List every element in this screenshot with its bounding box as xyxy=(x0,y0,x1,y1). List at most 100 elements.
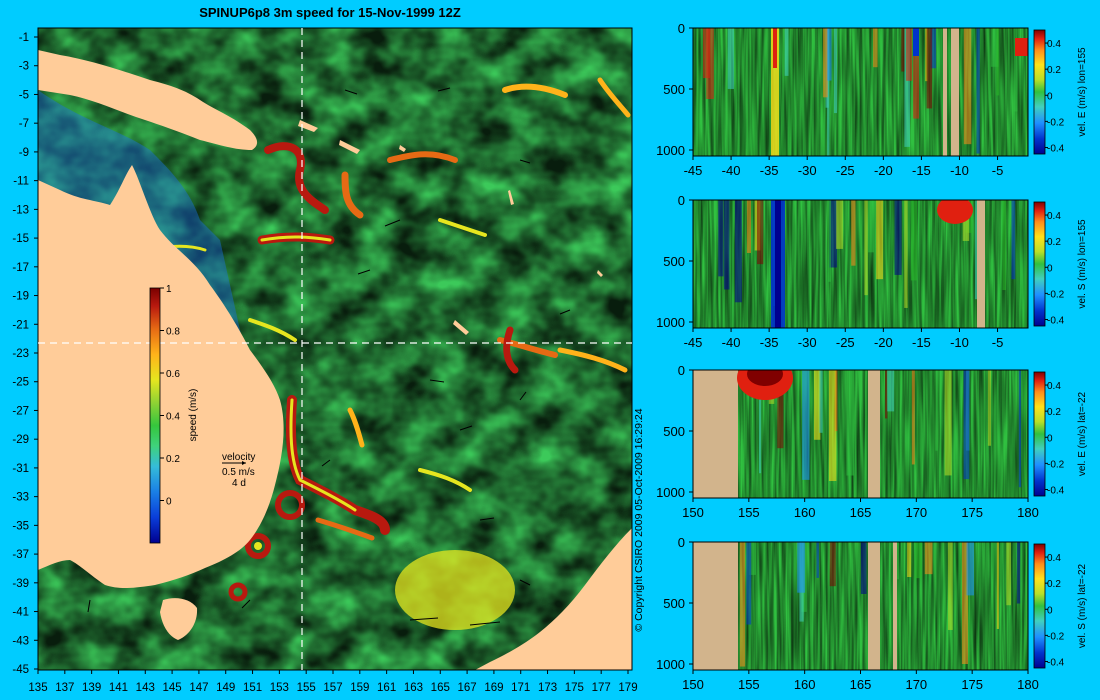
velocity-legend: velocity 0.5 m/s 4 d xyxy=(222,452,255,489)
section-x-tick-label: 155 xyxy=(738,505,760,520)
map-y-tick-label: -27 xyxy=(12,405,29,417)
section-colorbar-ramp xyxy=(1033,201,1046,327)
map-x-tick-label: 149 xyxy=(216,682,235,694)
section-streak xyxy=(904,28,910,147)
section-streak xyxy=(706,28,714,100)
section-x-tick-label: -20 xyxy=(874,335,893,350)
section-colorbar-tick-label: 0.2 xyxy=(1047,65,1061,76)
section-streak xyxy=(1018,370,1022,488)
section-streak xyxy=(966,542,974,596)
section-land-strip xyxy=(893,542,897,670)
section-streak xyxy=(924,542,933,575)
map-x-tick-label: 177 xyxy=(592,682,611,694)
map-frame xyxy=(37,27,633,671)
section-y-tick-label: 0 xyxy=(678,193,685,208)
new-guinea-land xyxy=(38,50,258,150)
velocity-legend-time: 4 d xyxy=(232,478,246,489)
section-field xyxy=(693,28,1028,156)
section-streak xyxy=(828,370,837,481)
section-land-strip xyxy=(943,28,947,156)
map-y-tick-label: -5 xyxy=(19,89,29,101)
section-streak xyxy=(987,370,992,446)
section-x-tick-label: 170 xyxy=(905,677,927,692)
section-streak xyxy=(727,28,735,89)
section-x-tick-label: 165 xyxy=(850,677,872,692)
section-streak xyxy=(846,370,855,476)
section-x-tick-label: -15 xyxy=(912,335,931,350)
section-x-tick-label: -40 xyxy=(722,335,741,350)
section-streak xyxy=(777,370,784,449)
section-streak xyxy=(773,28,777,68)
velocity-arrows xyxy=(87,87,571,626)
section-streak xyxy=(906,28,913,81)
current-jets xyxy=(148,77,631,541)
velocity-legend-speed: 0.5 m/s xyxy=(222,467,255,478)
section-colorbar-label: vel. E (m/s) lat=-22 xyxy=(1077,391,1088,476)
section-field-texture xyxy=(693,28,1028,156)
tasman-speed-patch xyxy=(395,550,515,630)
section-panel-lat22-east: 0 500 1000 150 155 160 165 170 175 180 0.4 0.2 0 -0.2… xyxy=(656,363,1088,520)
section-colorbar-tick-label: 0 xyxy=(1047,263,1053,274)
section-y-tick-label: 500 xyxy=(663,82,685,97)
section-core xyxy=(747,370,783,386)
section-land-strip xyxy=(977,200,985,328)
section-y-tick-label: 1000 xyxy=(656,143,685,158)
section-x-tick-label: -45 xyxy=(684,335,703,350)
tasmania-land xyxy=(160,598,198,640)
section-streak xyxy=(868,200,875,253)
map-y-tick-label: -15 xyxy=(12,233,29,245)
section-streak xyxy=(734,200,742,303)
section-streak xyxy=(819,370,823,433)
section-streak xyxy=(813,370,821,440)
section-colorbar-ramp xyxy=(1033,543,1046,669)
section-x-tick-label: -20 xyxy=(874,163,893,178)
section-streak xyxy=(885,370,888,419)
section-land-strip xyxy=(868,542,880,670)
section-streak xyxy=(925,28,928,82)
speed-colorbar-tick-label: 0.8 xyxy=(166,327,180,338)
section-colorbar-ramp xyxy=(1033,371,1046,497)
section-streak xyxy=(860,542,867,594)
section-frame xyxy=(692,199,1029,329)
map-longitude-ticks: 135 137 139 141 143 145 147 149 151 153 155 157 159 1… xyxy=(28,670,638,694)
speed-colorbar-tick-label: 0 xyxy=(166,497,172,508)
map-x-tick-label: 153 xyxy=(270,682,289,694)
map-x-tick-label: 157 xyxy=(323,682,342,694)
section-x-tick-label: -25 xyxy=(836,335,855,350)
section-x-tick-label: -10 xyxy=(950,163,969,178)
section-streak xyxy=(930,28,937,69)
map-x-tick-label: 155 xyxy=(297,682,316,694)
section-colorbar-tick-label: -0.4 xyxy=(1047,143,1065,154)
section-y-tick-label: 1000 xyxy=(656,485,685,500)
map-x-tick-label: 143 xyxy=(136,682,155,694)
map-y-tick-label: -41 xyxy=(12,607,29,619)
section-x-tick-label: -45 xyxy=(684,163,703,178)
section-streak xyxy=(961,542,969,664)
section-colorbar-tick-label: -0.4 xyxy=(1047,485,1065,496)
section-streak xyxy=(718,200,724,277)
section-streak xyxy=(947,542,953,630)
section-streak xyxy=(829,200,838,268)
map-x-tick-label: 147 xyxy=(189,682,208,694)
map-x-tick-label: 167 xyxy=(457,682,476,694)
section-streak xyxy=(833,28,838,114)
speed-colorbar-tick-label: 0.2 xyxy=(166,454,180,465)
speed-colorbar-label: speed (m/s) xyxy=(188,389,199,442)
map-x-tick-label: 151 xyxy=(243,682,262,694)
section-x-tick-label: -30 xyxy=(798,335,817,350)
speed-colorbar-ticks: 1 0.8 0.6 0.4 0.2 0 xyxy=(160,284,180,508)
map-y-tick-label: -19 xyxy=(12,291,29,303)
section-x-tick-label: -25 xyxy=(836,163,855,178)
section-colorbar-tick-label: -0.2 xyxy=(1047,459,1065,470)
section-streak xyxy=(1011,200,1016,280)
section-colorbar-tick-label: 0.2 xyxy=(1047,237,1061,248)
section-x-tick-label: 180 xyxy=(1017,677,1039,692)
section-field xyxy=(693,200,1028,328)
map-y-tick-label: -45 xyxy=(12,664,29,676)
velocity-legend-arrowhead xyxy=(242,461,246,465)
section-streak xyxy=(914,542,922,579)
section-y-tick-label: 0 xyxy=(678,21,685,36)
speed-colorbar-tick-label: 0.6 xyxy=(166,369,180,380)
speed-colorbar-tick-label: 1 xyxy=(166,284,172,295)
section-streak xyxy=(974,200,979,300)
